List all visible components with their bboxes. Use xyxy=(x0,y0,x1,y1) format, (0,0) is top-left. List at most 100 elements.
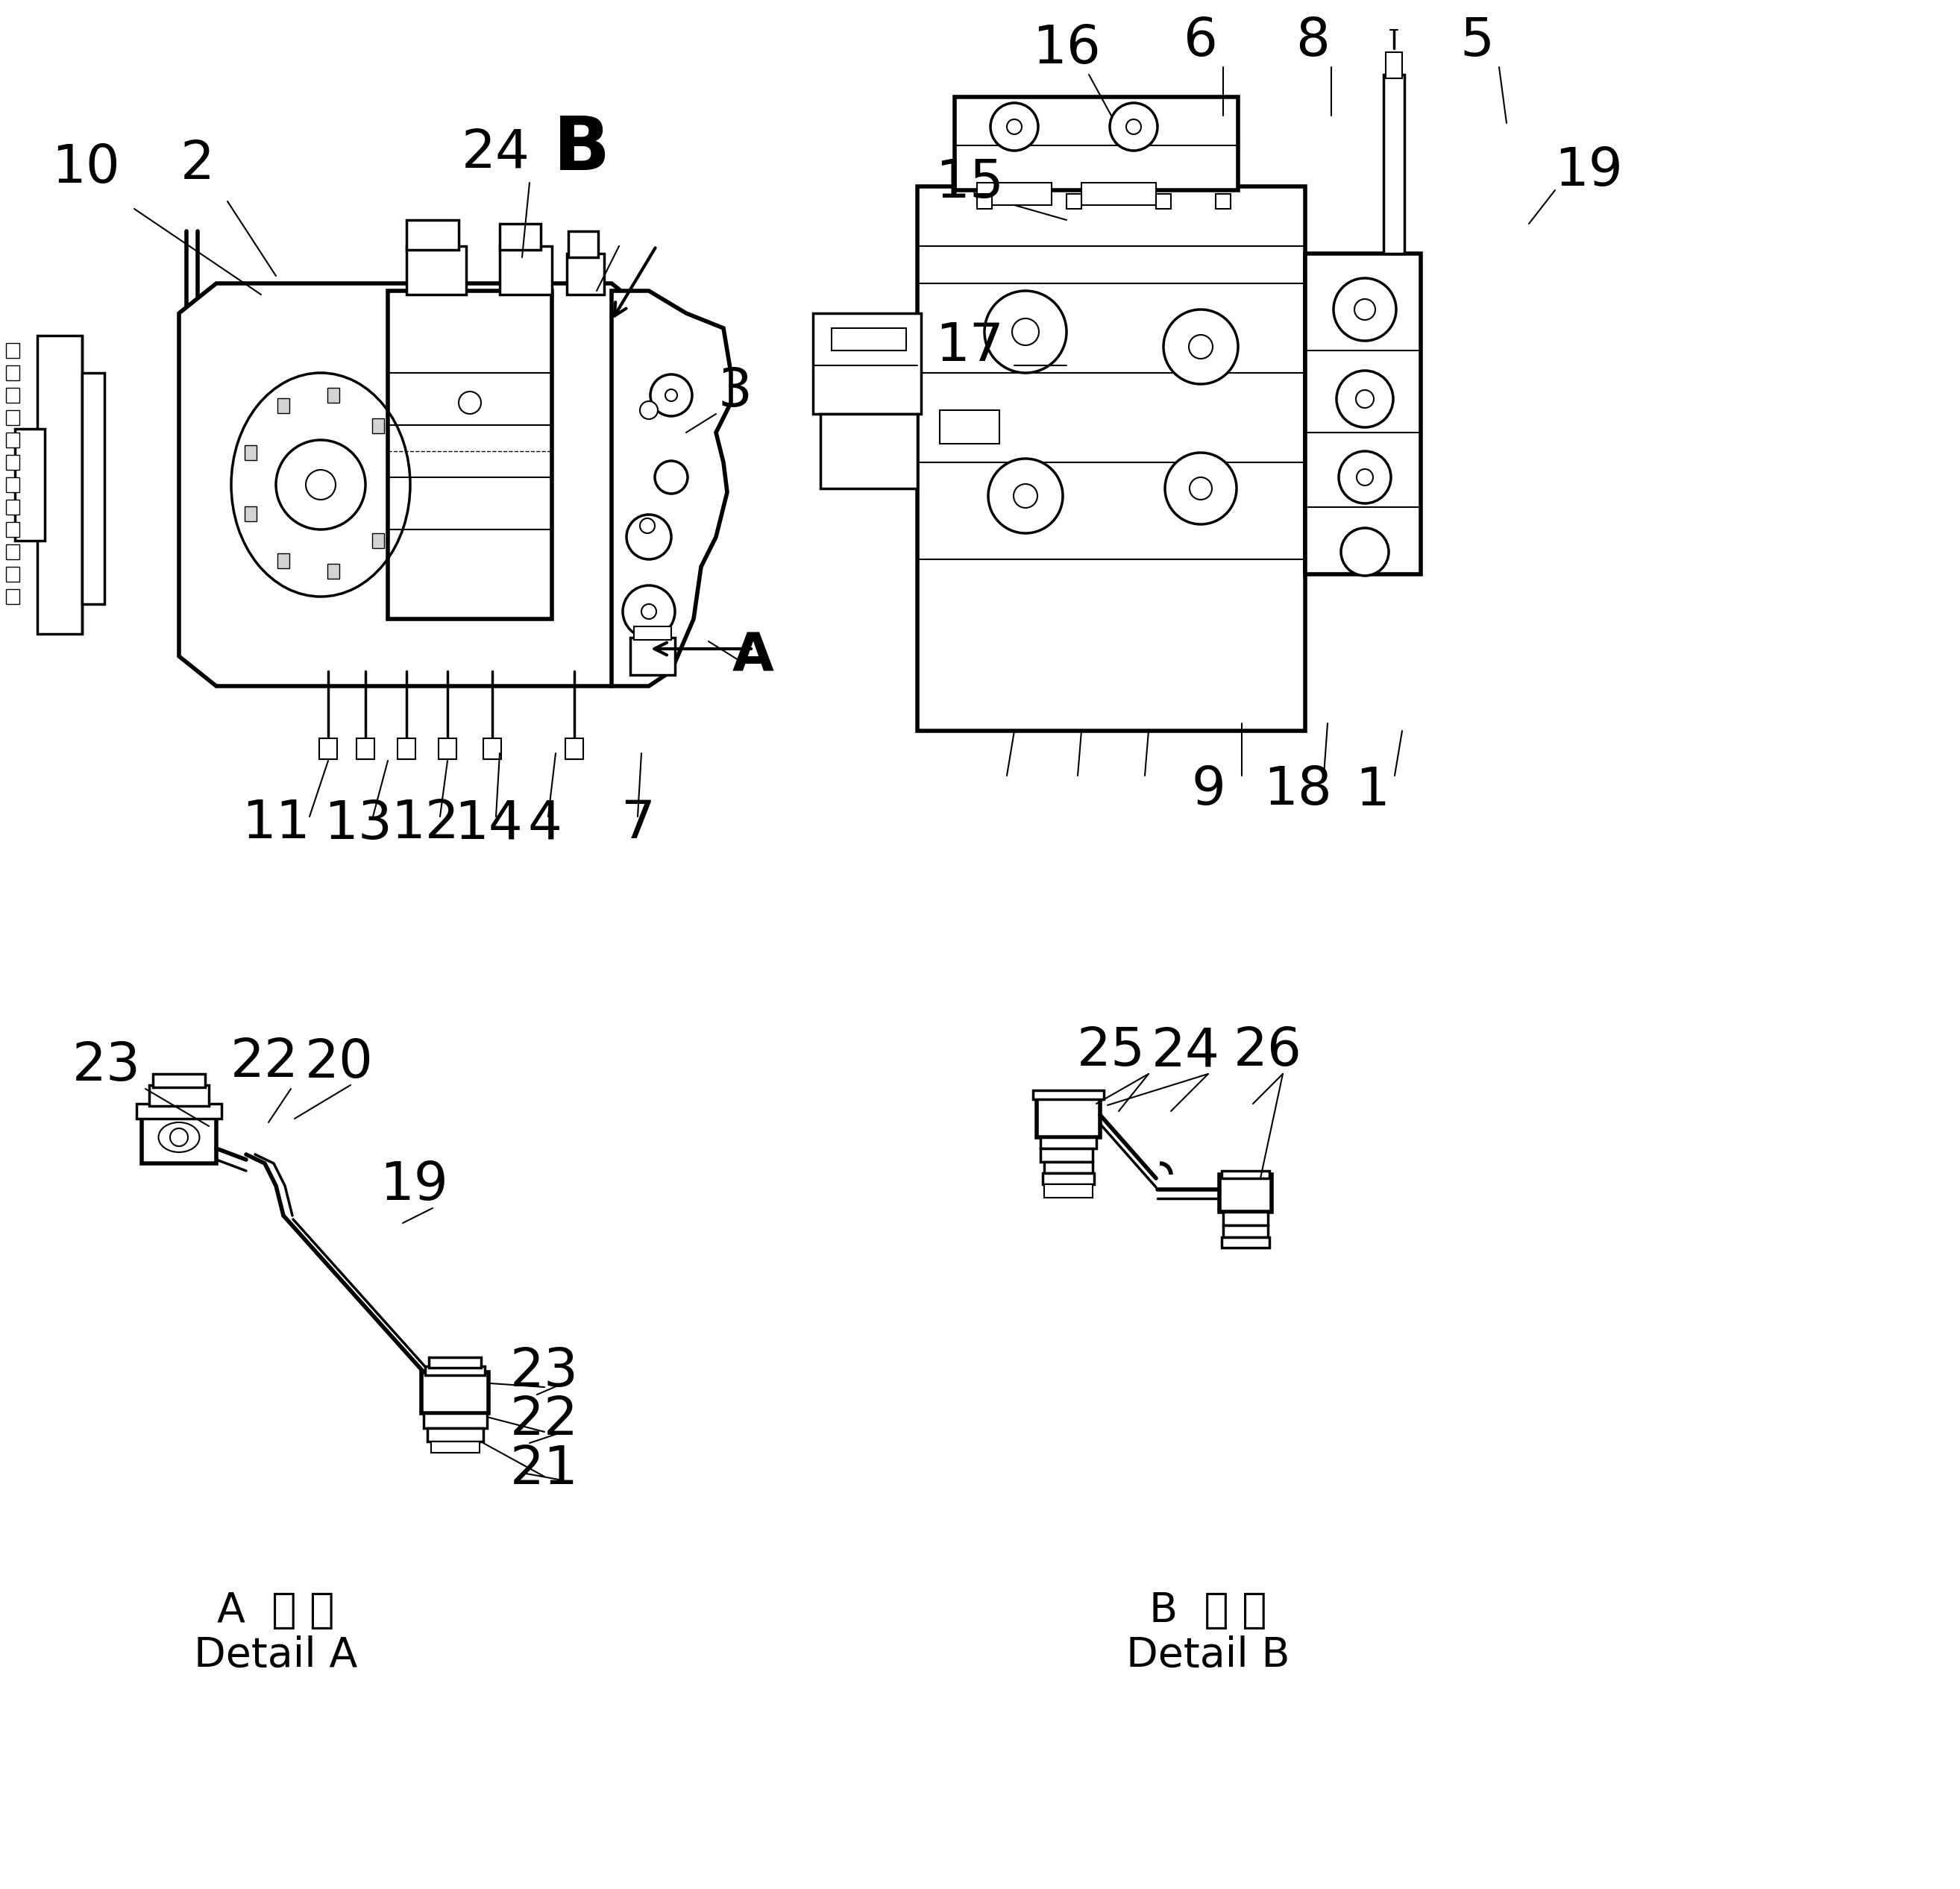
Bar xyxy=(500,246,553,295)
Text: Detail B: Detail B xyxy=(1127,1636,1290,1676)
Circle shape xyxy=(1333,278,1396,340)
Bar xyxy=(955,96,1239,191)
Text: 16: 16 xyxy=(1033,23,1102,74)
Circle shape xyxy=(1341,529,1390,576)
Polygon shape xyxy=(612,291,731,686)
Text: 23: 23 xyxy=(510,1347,578,1398)
Text: A  詳 細: A 詳 細 xyxy=(218,1591,335,1630)
Bar xyxy=(1045,1162,1092,1173)
Bar xyxy=(6,387,20,402)
Bar xyxy=(564,739,584,759)
Bar xyxy=(631,638,674,674)
Circle shape xyxy=(1164,453,1237,525)
Bar xyxy=(245,506,257,521)
Bar xyxy=(939,410,1000,444)
Bar xyxy=(566,253,604,295)
Text: 11: 11 xyxy=(241,799,310,850)
Bar xyxy=(425,1366,484,1375)
Bar xyxy=(245,446,257,461)
Bar xyxy=(357,739,374,759)
Bar xyxy=(1384,74,1405,253)
Bar xyxy=(6,521,20,536)
Text: 19: 19 xyxy=(380,1160,449,1211)
Text: 24: 24 xyxy=(1152,1026,1221,1077)
Text: 12: 12 xyxy=(390,799,459,850)
Bar xyxy=(568,230,598,257)
Circle shape xyxy=(1164,310,1239,383)
Bar xyxy=(6,478,20,493)
Text: 24: 24 xyxy=(463,127,531,179)
Circle shape xyxy=(1011,319,1039,346)
Circle shape xyxy=(984,291,1066,372)
Bar xyxy=(6,365,20,380)
Circle shape xyxy=(1007,119,1021,134)
Bar xyxy=(6,567,20,582)
Bar xyxy=(390,476,402,491)
Circle shape xyxy=(651,374,692,416)
Bar xyxy=(1215,195,1231,210)
Text: 15: 15 xyxy=(935,157,1004,208)
Bar xyxy=(388,291,553,620)
Bar xyxy=(831,329,906,351)
Bar xyxy=(1221,1171,1270,1179)
Bar xyxy=(431,1441,480,1453)
Bar xyxy=(372,417,384,433)
Circle shape xyxy=(623,586,674,638)
Text: 10: 10 xyxy=(51,142,120,193)
Circle shape xyxy=(627,514,670,559)
Text: 6: 6 xyxy=(1184,15,1217,66)
Text: B: B xyxy=(553,113,610,185)
Bar xyxy=(37,336,82,635)
Bar xyxy=(278,399,290,414)
Bar xyxy=(976,195,992,210)
Bar xyxy=(1082,183,1156,206)
Bar xyxy=(406,246,466,295)
Bar xyxy=(398,739,416,759)
Circle shape xyxy=(641,604,657,620)
Text: 22: 22 xyxy=(231,1037,300,1088)
Circle shape xyxy=(1337,370,1394,427)
Text: 23: 23 xyxy=(73,1041,141,1092)
Circle shape xyxy=(1339,451,1392,502)
Bar xyxy=(633,627,670,640)
Bar xyxy=(500,223,541,249)
Bar xyxy=(423,1413,486,1428)
Text: 7: 7 xyxy=(621,799,655,850)
Bar xyxy=(1041,1137,1096,1149)
Circle shape xyxy=(639,400,659,419)
Bar xyxy=(6,589,20,604)
Text: 19: 19 xyxy=(1554,145,1623,196)
Bar xyxy=(1033,1090,1103,1099)
Text: 17: 17 xyxy=(935,321,1004,372)
Bar xyxy=(821,414,917,489)
Text: 13: 13 xyxy=(323,799,392,850)
Text: 8: 8 xyxy=(1296,15,1329,66)
Bar xyxy=(427,1428,484,1441)
Bar xyxy=(1066,195,1082,210)
Bar xyxy=(1305,253,1421,574)
Circle shape xyxy=(639,518,655,533)
Bar xyxy=(917,187,1305,731)
Polygon shape xyxy=(178,283,649,686)
Bar xyxy=(6,501,20,514)
Text: 4: 4 xyxy=(527,799,563,850)
Text: Detail A: Detail A xyxy=(194,1636,359,1676)
Bar xyxy=(327,565,339,578)
Bar xyxy=(372,533,384,548)
Bar xyxy=(1223,1213,1268,1226)
Bar xyxy=(16,429,45,540)
Bar xyxy=(429,1358,480,1368)
Circle shape xyxy=(171,1128,188,1147)
Text: 21: 21 xyxy=(510,1443,578,1494)
Text: 3: 3 xyxy=(717,366,753,417)
Text: 25: 25 xyxy=(1076,1026,1145,1077)
Bar xyxy=(439,739,457,759)
Bar xyxy=(6,544,20,559)
Text: B  詳 細: B 詳 細 xyxy=(1149,1591,1266,1630)
Bar xyxy=(6,344,20,357)
Text: 20: 20 xyxy=(306,1037,374,1088)
Circle shape xyxy=(1356,389,1374,408)
Bar xyxy=(1223,1226,1268,1237)
Bar xyxy=(278,553,290,569)
Text: 26: 26 xyxy=(1233,1026,1301,1077)
